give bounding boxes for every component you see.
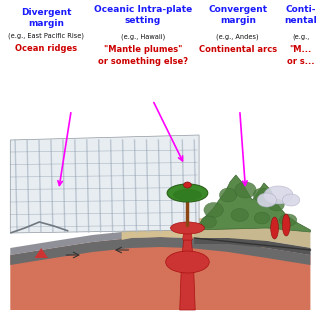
Ellipse shape bbox=[264, 186, 293, 204]
Ellipse shape bbox=[184, 182, 191, 188]
Polygon shape bbox=[183, 230, 192, 240]
Ellipse shape bbox=[231, 209, 248, 221]
Ellipse shape bbox=[204, 203, 223, 218]
Ellipse shape bbox=[166, 251, 209, 273]
Polygon shape bbox=[194, 175, 310, 232]
Text: or something else?: or something else? bbox=[98, 57, 188, 66]
Text: or s...: or s... bbox=[287, 57, 315, 66]
Ellipse shape bbox=[201, 216, 217, 228]
Text: "Mantle plumes": "Mantle plumes" bbox=[104, 45, 182, 54]
Polygon shape bbox=[122, 218, 267, 248]
Text: (e.g., East Pacific Rise): (e.g., East Pacific Rise) bbox=[8, 32, 84, 38]
Ellipse shape bbox=[167, 184, 208, 202]
Ellipse shape bbox=[220, 188, 237, 202]
Polygon shape bbox=[10, 135, 199, 233]
Polygon shape bbox=[10, 237, 310, 265]
Ellipse shape bbox=[257, 193, 276, 207]
Ellipse shape bbox=[271, 217, 278, 239]
Ellipse shape bbox=[282, 214, 290, 236]
Polygon shape bbox=[10, 230, 310, 255]
Ellipse shape bbox=[254, 212, 270, 224]
Text: nental: nental bbox=[284, 16, 317, 25]
Text: Oceanic Intra-plate
setting: Oceanic Intra-plate setting bbox=[94, 5, 192, 25]
Text: (e.g.,: (e.g., bbox=[292, 33, 309, 39]
Ellipse shape bbox=[269, 199, 284, 211]
Polygon shape bbox=[194, 238, 310, 255]
Ellipse shape bbox=[253, 188, 271, 202]
Ellipse shape bbox=[282, 194, 300, 206]
Polygon shape bbox=[194, 228, 310, 248]
Text: Divergent
margin: Divergent margin bbox=[21, 8, 71, 28]
Ellipse shape bbox=[279, 214, 297, 226]
Text: Conti-: Conti- bbox=[285, 5, 316, 14]
Text: Continental arcs: Continental arcs bbox=[199, 45, 277, 54]
Text: "M...: "M... bbox=[290, 45, 312, 54]
Ellipse shape bbox=[173, 189, 202, 201]
Text: Convergent
margin: Convergent margin bbox=[208, 5, 268, 25]
Text: Ocean ridges: Ocean ridges bbox=[15, 44, 77, 53]
Ellipse shape bbox=[235, 182, 256, 198]
Polygon shape bbox=[10, 237, 310, 310]
Polygon shape bbox=[180, 240, 195, 310]
Text: (e.g., Hawaii): (e.g., Hawaii) bbox=[121, 33, 165, 39]
Text: (e.g., Andes): (e.g., Andes) bbox=[217, 33, 259, 39]
Polygon shape bbox=[35, 248, 48, 258]
Ellipse shape bbox=[171, 222, 204, 234]
